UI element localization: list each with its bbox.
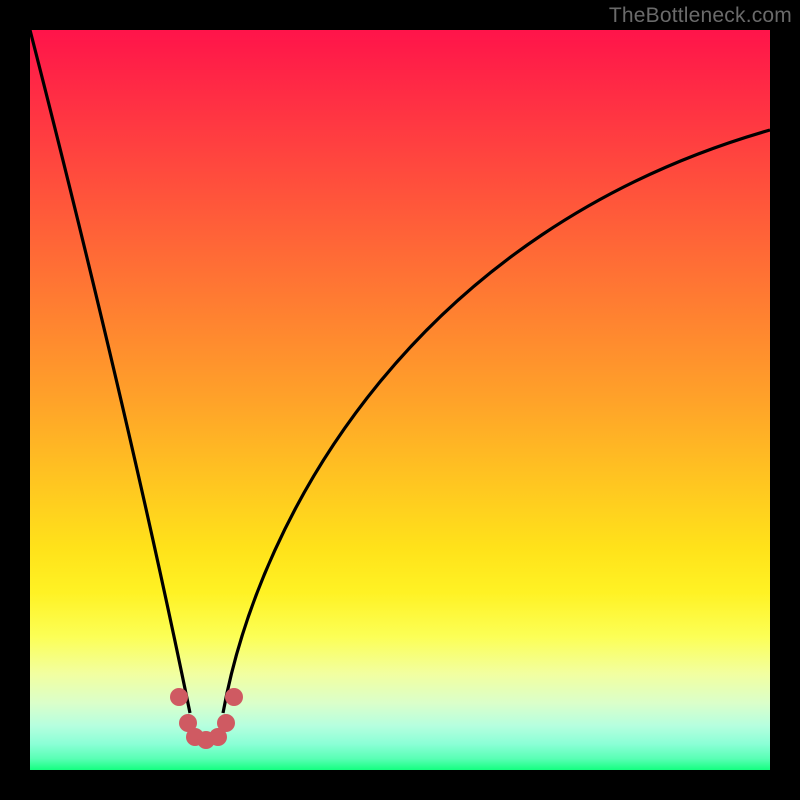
watermark-text: TheBottleneck.com xyxy=(609,4,792,28)
valley-marker-dot xyxy=(217,714,235,732)
left-curve xyxy=(30,30,190,713)
valley-marker-dot xyxy=(225,688,243,706)
curve-overlay-svg xyxy=(0,0,800,800)
right-curve xyxy=(223,130,770,713)
valley-marker-cluster xyxy=(170,688,243,749)
valley-marker-dot xyxy=(170,688,188,706)
